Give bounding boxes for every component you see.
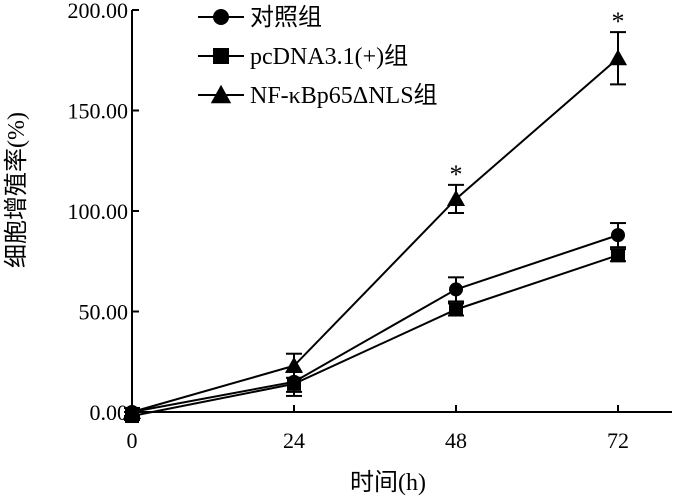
series-square xyxy=(124,248,626,424)
data-point-circle xyxy=(213,9,229,25)
data-point-square xyxy=(449,302,463,317)
data-point-square xyxy=(287,376,301,391)
series-line xyxy=(131,234,619,413)
data-point-triangle xyxy=(608,49,628,66)
x-tick-label: 48 xyxy=(445,428,467,453)
x-tick-label: 72 xyxy=(607,428,629,453)
legend-label: pcDNA3.1(+)组 xyxy=(250,43,408,70)
y-tick-label: 100.00 xyxy=(68,199,129,224)
y-tick-label: 50.00 xyxy=(79,300,129,325)
axes: 0.00 50.00 100.00 150.00 200.00 0 24 48 72 xyxy=(68,0,672,453)
y-axis-label: 细胞增殖率(%) xyxy=(3,112,30,268)
series-line xyxy=(131,254,619,418)
data-point-circle xyxy=(611,228,625,243)
data-point-square xyxy=(611,248,625,263)
data-point-circle xyxy=(449,282,463,297)
legend-item: NF-κBp65ΔNLS组 xyxy=(198,82,438,109)
legend-label: NF-κBp65ΔNLS组 xyxy=(250,82,438,109)
x-tick-label: 24 xyxy=(283,428,305,453)
data-point-triangle xyxy=(122,402,142,420)
data-point-triangle xyxy=(284,356,304,373)
x-axis-label: 时间(h) xyxy=(350,469,426,496)
y-tick-label: 150.00 xyxy=(68,99,129,124)
significance-annotation: * xyxy=(612,7,625,36)
y-tick-label: 0.00 xyxy=(90,400,129,425)
x-tick-label: 0 xyxy=(127,428,138,453)
series-layer: ** xyxy=(122,7,628,424)
data-point-triangle xyxy=(446,189,466,206)
series-triangle xyxy=(122,31,628,420)
data-point-square xyxy=(213,48,229,64)
legend-label: 对照组 xyxy=(250,4,322,31)
series-line xyxy=(131,57,619,413)
legend-item: pcDNA3.1(+)组 xyxy=(198,43,408,70)
legend-item: 对照组 xyxy=(198,4,322,31)
data-point-triangle xyxy=(210,84,232,104)
series-circle xyxy=(124,222,626,419)
significance-annotation: * xyxy=(450,160,463,189)
y-tick-label: 200.00 xyxy=(68,0,129,23)
legend: 对照组 pcDNA3.1(+)组 NF-κBp65ΔNLS组 xyxy=(198,4,438,109)
